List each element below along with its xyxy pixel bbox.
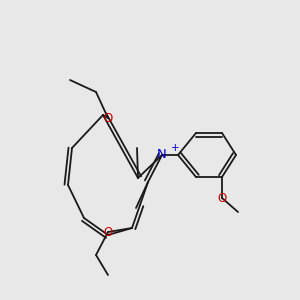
Text: +: + <box>171 143 179 153</box>
Text: O: O <box>103 226 112 238</box>
Text: O: O <box>218 191 226 205</box>
Text: N: N <box>157 148 167 161</box>
Text: O: O <box>103 112 112 124</box>
